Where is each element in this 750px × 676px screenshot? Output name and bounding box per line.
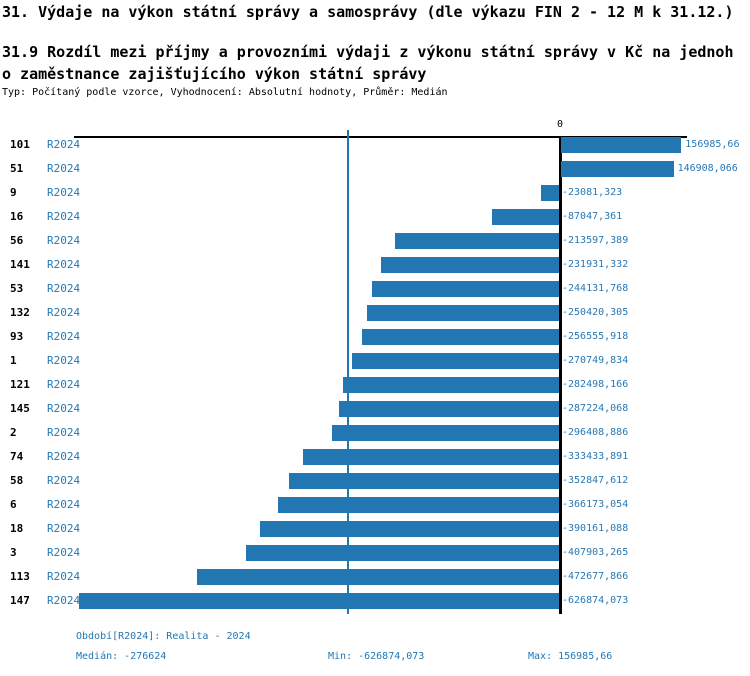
- row-category-label: 51: [10, 162, 24, 175]
- bar: [331, 425, 559, 441]
- chart-subtitle-line1: 31.9 Rozdíl mezi příjmy a provozními výd…: [2, 43, 734, 61]
- bar-value-label: -256555,918: [562, 331, 629, 342]
- bar: [246, 545, 559, 561]
- bar: [278, 497, 559, 513]
- row-category-label: 141: [10, 258, 30, 271]
- r2024-link[interactable]: R2024: [47, 402, 81, 415]
- r2024-link[interactable]: R2024: [47, 378, 81, 391]
- r2024-link[interactable]: R2024: [47, 594, 81, 607]
- r2024-link[interactable]: R2024: [47, 474, 81, 487]
- bar-value-label: -282498,166: [562, 379, 629, 390]
- page-title: 31. Výdaje na výkon státní správy a samo…: [2, 3, 734, 21]
- r2024-link[interactable]: R2024: [47, 306, 81, 319]
- footer-min: Min: -626874,073: [328, 651, 425, 662]
- bar-value-label: -352847,612: [562, 475, 629, 486]
- row-category-label: 132: [10, 306, 30, 319]
- r2024-link[interactable]: R2024: [47, 450, 81, 463]
- bar: [492, 209, 559, 225]
- bar-value-label: -287224,068: [562, 403, 629, 414]
- bar-value-label: -231931,332: [562, 259, 629, 270]
- bar: [395, 233, 559, 249]
- bar: [78, 593, 559, 609]
- bar: [196, 569, 559, 585]
- r2024-link[interactable]: R2024: [47, 570, 81, 583]
- r2024-link[interactable]: R2024: [47, 282, 81, 295]
- bar-value-label: -213597,389: [562, 235, 629, 246]
- row-category-label: 58: [10, 474, 24, 487]
- row-category-label: 1: [10, 354, 17, 367]
- bar: [541, 185, 559, 201]
- bar: [351, 353, 559, 369]
- footer-period: Období[R2024]: Realita - 2024: [76, 631, 251, 642]
- r2024-link[interactable]: R2024: [47, 522, 81, 535]
- bar: [362, 329, 559, 345]
- bar: [367, 305, 559, 321]
- row-category-label: 56: [10, 234, 24, 247]
- r2024-link[interactable]: R2024: [47, 162, 81, 175]
- row-category-label: 93: [10, 330, 24, 343]
- r2024-link[interactable]: R2024: [47, 330, 81, 343]
- bar: [371, 281, 559, 297]
- bar: [561, 161, 674, 177]
- bar-value-label: 156985,66: [685, 139, 740, 150]
- row-category-label: 18: [10, 522, 24, 535]
- bar: [381, 257, 559, 273]
- bar-value-label: -366173,054: [562, 499, 629, 510]
- chart-subtitle-line2: o zaměstnance zajišťujícího výkon státní…: [2, 65, 427, 83]
- r2024-link[interactable]: R2024: [47, 354, 81, 367]
- bar-value-label: -390161,088: [562, 523, 629, 534]
- row-category-label: 113: [10, 570, 30, 583]
- row-category-label: 147: [10, 594, 30, 607]
- bar-value-label: -296408,886: [562, 427, 629, 438]
- row-category-label: 74: [10, 450, 24, 463]
- row-category-label: 6: [10, 498, 17, 511]
- row-category-label: 9: [10, 186, 17, 199]
- row-category-label: 145: [10, 402, 30, 415]
- r2024-link[interactable]: R2024: [47, 210, 81, 223]
- zero-axis-line: [559, 136, 562, 614]
- r2024-link[interactable]: R2024: [47, 234, 81, 247]
- r2024-link[interactable]: R2024: [47, 258, 81, 271]
- footer-median: Medián: -276624: [76, 651, 167, 662]
- bar-value-label: 146908,066: [677, 163, 738, 174]
- x-axis-line: [74, 136, 687, 138]
- row-category-label: 121: [10, 378, 30, 391]
- bar-value-label: -244131,768: [562, 283, 629, 294]
- row-category-label: 3: [10, 546, 17, 559]
- bar: [288, 473, 559, 489]
- row-category-label: 2: [10, 426, 17, 439]
- bar: [342, 377, 559, 393]
- median-line: [347, 130, 349, 614]
- r2024-link[interactable]: R2024: [47, 186, 81, 199]
- bar: [303, 449, 559, 465]
- bar-value-label: -270749,834: [562, 355, 629, 366]
- row-category-label: 101: [10, 138, 30, 151]
- bar-value-label: -407903,265: [562, 547, 629, 558]
- zero-tick-label: 0: [556, 119, 564, 130]
- row-category-label: 53: [10, 282, 24, 295]
- bar: [260, 521, 559, 537]
- bar-value-label: -626874,073: [562, 595, 629, 606]
- chart-meta-info: Typ: Počítaný podle vzorce, Vyhodnocení:…: [2, 87, 448, 98]
- row-category-label: 16: [10, 210, 24, 223]
- bar: [561, 137, 682, 153]
- bar: [338, 401, 559, 417]
- r2024-link[interactable]: R2024: [47, 498, 81, 511]
- footer-max: Max: 156985,66: [528, 651, 613, 662]
- bar-value-label: -472677,866: [562, 571, 629, 582]
- r2024-link[interactable]: R2024: [47, 138, 81, 151]
- bar-value-label: -23081,323: [562, 187, 623, 198]
- bar-value-label: -87047,361: [562, 211, 623, 222]
- r2024-link[interactable]: R2024: [47, 426, 81, 439]
- r2024-link[interactable]: R2024: [47, 546, 81, 559]
- bar-value-label: -333433,891: [562, 451, 629, 462]
- bar-value-label: -250420,305: [562, 307, 629, 318]
